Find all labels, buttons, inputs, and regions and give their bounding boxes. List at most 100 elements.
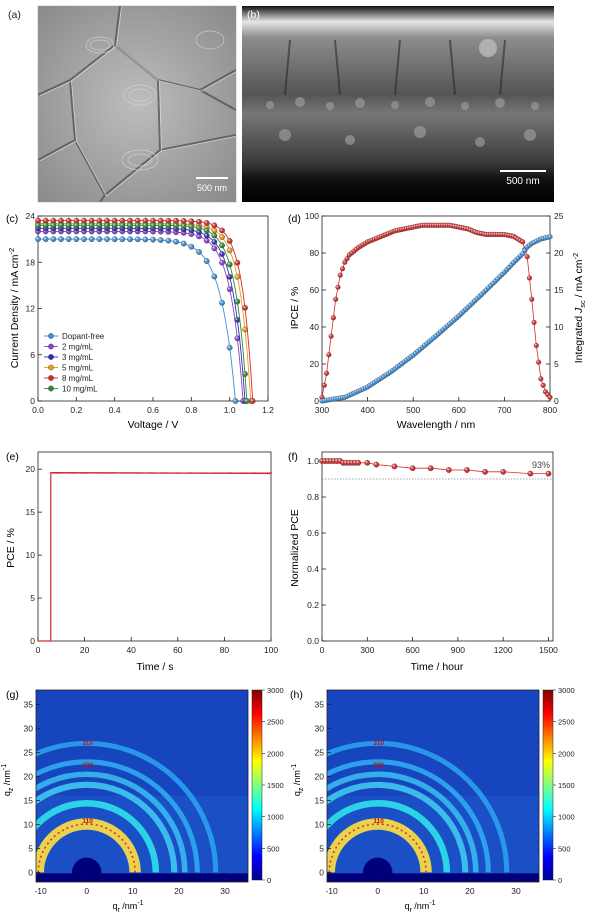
jv-point-shade: [104, 236, 110, 242]
pce-trace-segment: [267, 472, 271, 475]
pce-trace-segment: [83, 472, 86, 475]
ipce-point-shade: [335, 284, 341, 290]
jv-point-shade: [73, 236, 80, 242]
y-tick-label: 20: [554, 248, 564, 258]
jv-point-shade: [242, 305, 248, 311]
jv-point-shade: [157, 222, 164, 229]
pce-trace-segment: [72, 472, 75, 475]
jv-point-shade: [73, 222, 80, 228]
jv-point-shade: [211, 273, 218, 280]
colorbar-ticks-g: 0 500 1000 1500 2000 2500 3000: [262, 686, 284, 885]
colorbar-tick-label: 2000: [558, 749, 575, 758]
y-axis-label-d: IPCE / %: [289, 287, 301, 330]
x-tick-label: 20: [80, 645, 90, 655]
y-ticks-h: 0 5 10 15 20 25 30 35: [315, 699, 331, 877]
legend-label: 10 mg/mL: [62, 385, 98, 394]
jv-curve: [38, 230, 244, 402]
y-tick-label: 1.0: [307, 456, 319, 466]
x-tick-label: 0: [375, 886, 380, 896]
ipce-point-shade: [342, 259, 348, 265]
pce-trace-segment: [258, 472, 261, 474]
pce-trace-segment: [61, 472, 64, 474]
pce-trace-segment: [113, 472, 116, 474]
colorbar-g: [251, 689, 263, 881]
y-label-h-sub: z: [298, 787, 305, 791]
pce-trace-segment: [256, 472, 260, 475]
ring-label-110: 110: [82, 818, 93, 825]
ipce-point-shade: [520, 239, 526, 245]
x-tick-label: 100: [264, 645, 278, 655]
pce-trace-segment: [53, 472, 56, 474]
pce-trace-segment: [55, 472, 58, 474]
series-group-f: [319, 458, 553, 480]
jv-point-shade: [226, 261, 233, 268]
colorbar-tick-label: 2000: [267, 749, 284, 758]
ipce-point-shade: [529, 296, 535, 302]
diffraction-ring: [36, 740, 219, 873]
panel-label-d: (d): [288, 213, 301, 225]
scale-bar-label-b: 500 nm: [506, 176, 539, 187]
jv-point-shade: [219, 234, 225, 240]
y-tick-label: 10: [315, 819, 325, 829]
jv-point-shade: [50, 222, 57, 228]
x-label-g-sup: -1: [137, 900, 143, 907]
jv-point-shade: [188, 218, 195, 224]
diffraction-ring-hot: [37, 823, 136, 873]
x-label-g-sub: r: [117, 907, 120, 912]
x-label-h-unit: /nm: [412, 901, 430, 911]
pce-trace-segment: [154, 472, 157, 474]
jv-point-shade: [119, 217, 126, 224]
colorbar-tick-label: 3000: [267, 686, 284, 695]
panel-f: (f) 0 300 600 900 1200 1500 0.0 0.2 0.4 0.6 0.8 1.…: [288, 451, 558, 673]
y-label-h-unit: /nm: [292, 770, 302, 788]
panel-e: (e) 0 20 40 60 80 100 0 5 10 15 20 Time / s PCE /…: [5, 451, 278, 673]
colorbar-tick-label: 0: [267, 876, 271, 885]
y2-label-d-b: / mA cm: [573, 259, 585, 300]
diffraction-ring: [327, 799, 451, 873]
y-tick-label: 0.4: [307, 564, 319, 574]
jv-point-shade: [226, 286, 233, 292]
jv-point-shade: [81, 217, 87, 224]
pce-trace-segment: [230, 472, 234, 475]
jv-point-shade: [157, 237, 164, 243]
giwaxs-map-g: 310 220 110: [36, 690, 248, 882]
x-axis-label-c: Voltage / V: [128, 419, 179, 431]
ipce-point-shade: [524, 254, 530, 260]
y-label-g-unit: /nm: [2, 770, 12, 788]
plot-frame-h: [326, 689, 540, 883]
pce-trace-segment: [70, 472, 73, 475]
x-tick-label: 600: [452, 405, 466, 415]
colorbar-tick-label: 2500: [267, 718, 284, 727]
jv-point-shade: [96, 222, 103, 228]
panel-label-g: (g): [6, 689, 19, 701]
x-tick-label: 1.2: [262, 405, 274, 415]
legend-c: Dopant-free 2 mg/mL3 mg/mL 5 mg/mL8 mg/mL 1…: [44, 332, 105, 394]
x-tick-label: 30: [511, 886, 521, 896]
jv-point-shade: [35, 217, 41, 224]
jv-point-shade: [242, 371, 248, 377]
y-tick-label: 0: [30, 396, 35, 406]
jv-point-shade: [119, 222, 126, 228]
jv-point-shade: [81, 222, 87, 228]
giwaxs-map-h: 310 220 110: [327, 690, 539, 882]
stability-point-shade: [500, 469, 506, 475]
jv-point-shade: [111, 217, 118, 224]
x-label-g-unit: /nm: [120, 901, 138, 911]
pce-trace-segment: [111, 472, 114, 475]
x-tick-label: 0.0: [32, 405, 44, 415]
y-tick-label: 0: [30, 636, 35, 646]
jv-point-shade: [165, 222, 172, 229]
x-tick-label: 300: [360, 645, 374, 655]
pce-trace-segment: [107, 472, 110, 474]
jv-point-shade: [111, 236, 118, 242]
x-tick-label: 300: [315, 405, 329, 415]
panel-label-c: (c): [6, 213, 18, 225]
x-tick-label: 60: [173, 645, 183, 655]
jv-point-shade: [104, 217, 110, 224]
y-tick-label: 20: [26, 464, 36, 474]
jv-point-shade: [42, 217, 49, 224]
sem-cross-section-image: [242, 6, 554, 202]
y-tick-label: 20: [24, 771, 34, 781]
y-tick-label: 18: [26, 257, 36, 267]
